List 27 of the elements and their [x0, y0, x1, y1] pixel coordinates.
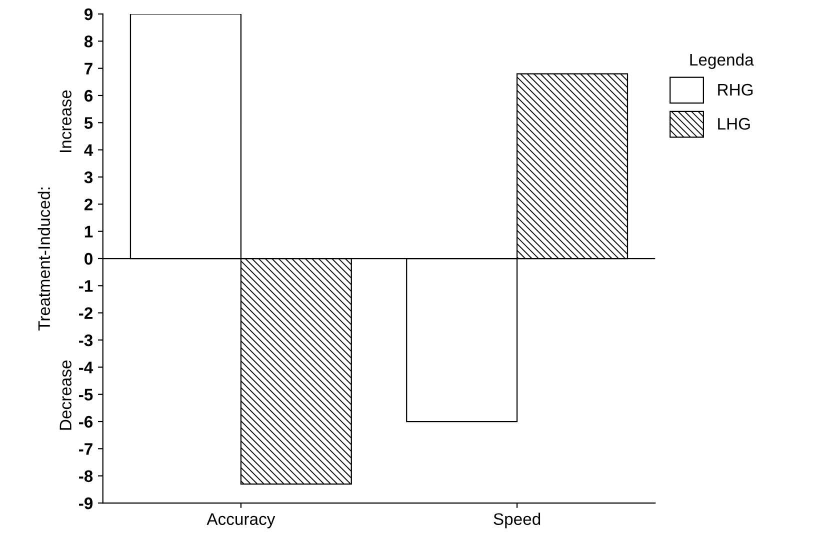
- x-tick-label: Accuracy: [206, 513, 276, 528]
- y-axis-title: Treatment-Induced:: [38, 188, 50, 331]
- y-tick-label: 2: [84, 198, 92, 210]
- y-tick-label: 6: [84, 90, 93, 102]
- y-tick-label: -5: [78, 388, 93, 401]
- y-tick-label: 8: [84, 36, 93, 48]
- y-tick-label: 5: [84, 117, 93, 129]
- y-tick-label: 3: [84, 171, 93, 184]
- y-tick-label: -8: [78, 470, 93, 482]
- text: Decrease: [60, 360, 72, 430]
- y-tick-label: -6: [78, 416, 93, 428]
- x-tick-label: Speed: [494, 512, 540, 528]
- y-tick-label: 4: [84, 144, 94, 156]
- y-tick-label: 9: [84, 8, 93, 20]
- y-tick-label: -2: [78, 307, 92, 319]
- y-tick-label: -4: [78, 362, 94, 374]
- legend-label: LHG: [718, 118, 750, 130]
- legend-title: Legenda: [690, 53, 754, 69]
- y-tick-label: -9: [78, 497, 93, 510]
- y-tick-label: 7: [84, 62, 92, 74]
- y-tick-label: -3: [78, 334, 93, 346]
- y-tick-label: 0: [84, 252, 92, 265]
- y-tick-label: -1: [78, 280, 93, 292]
- y-tick-label: -7: [78, 443, 92, 455]
- legend-label: RHG: [718, 84, 753, 96]
- y-tick-label: 1: [84, 226, 93, 238]
- text: Increase: [60, 90, 72, 152]
